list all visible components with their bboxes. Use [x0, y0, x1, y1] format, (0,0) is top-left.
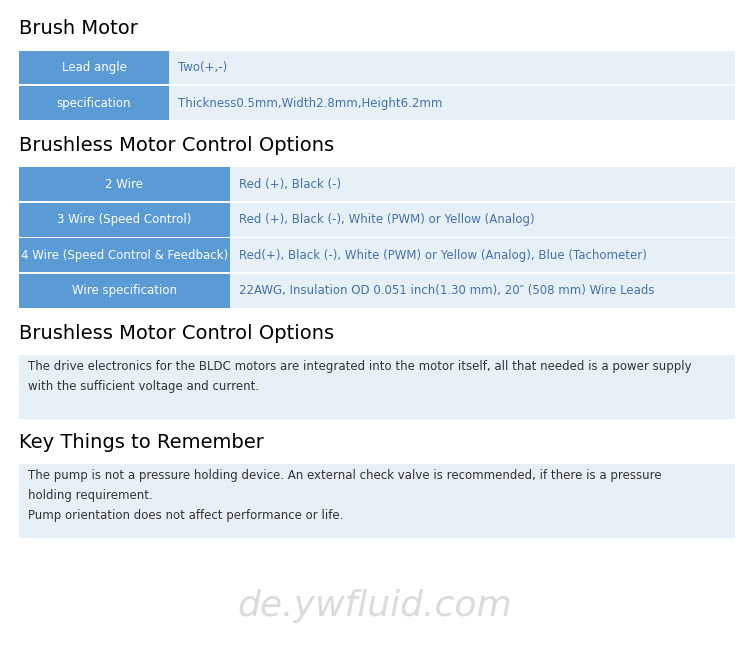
FancyBboxPatch shape: [230, 167, 735, 201]
FancyBboxPatch shape: [230, 274, 735, 308]
Text: Red(+), Black (-), White (PWM) or Yellow (Analog), Blue (Tachometer): Red(+), Black (-), White (PWM) or Yellow…: [239, 249, 647, 262]
Text: The drive electronics for the BLDC motors are integrated into the motor itself, : The drive electronics for the BLDC motor…: [28, 360, 692, 393]
Text: 3 Wire (Speed Control): 3 Wire (Speed Control): [57, 213, 191, 226]
FancyBboxPatch shape: [19, 51, 170, 84]
Text: Brush Motor: Brush Motor: [19, 19, 138, 38]
FancyBboxPatch shape: [230, 203, 735, 237]
FancyBboxPatch shape: [170, 86, 735, 120]
Text: 22AWG, Insulation OD 0.051 inch(1.30 mm), 20″ (508 mm) Wire Leads: 22AWG, Insulation OD 0.051 inch(1.30 mm)…: [239, 284, 655, 297]
Text: Key Things to Remember: Key Things to Remember: [19, 433, 264, 452]
FancyBboxPatch shape: [19, 355, 735, 419]
Text: de.ywfluid.com: de.ywfluid.com: [238, 589, 512, 623]
Text: specification: specification: [57, 97, 131, 110]
Text: The pump is not a pressure holding device. An external check valve is recommende: The pump is not a pressure holding devic…: [28, 469, 662, 522]
Text: 2 Wire: 2 Wire: [106, 178, 143, 191]
Text: Brushless Motor Control Options: Brushless Motor Control Options: [19, 136, 334, 155]
FancyBboxPatch shape: [19, 238, 230, 272]
Text: Lead angle: Lead angle: [62, 61, 127, 74]
FancyBboxPatch shape: [230, 238, 735, 272]
FancyBboxPatch shape: [170, 51, 735, 84]
Text: Red (+), Black (-), White (PWM) or Yellow (Analog): Red (+), Black (-), White (PWM) or Yello…: [239, 213, 535, 226]
Text: Two(+,-): Two(+,-): [178, 61, 227, 74]
FancyBboxPatch shape: [19, 167, 230, 201]
Text: Red (+), Black (-): Red (+), Black (-): [239, 178, 341, 191]
Text: Thickness0.5mm,Width2.8mm,Height6.2mm: Thickness0.5mm,Width2.8mm,Height6.2mm: [178, 97, 442, 110]
Text: Wire specification: Wire specification: [72, 284, 177, 297]
Text: Brushless Motor Control Options: Brushless Motor Control Options: [19, 324, 334, 343]
FancyBboxPatch shape: [19, 464, 735, 538]
FancyBboxPatch shape: [19, 203, 230, 237]
FancyBboxPatch shape: [19, 274, 230, 308]
Text: 4 Wire (Speed Control & Feedback): 4 Wire (Speed Control & Feedback): [21, 249, 228, 262]
FancyBboxPatch shape: [19, 86, 170, 120]
